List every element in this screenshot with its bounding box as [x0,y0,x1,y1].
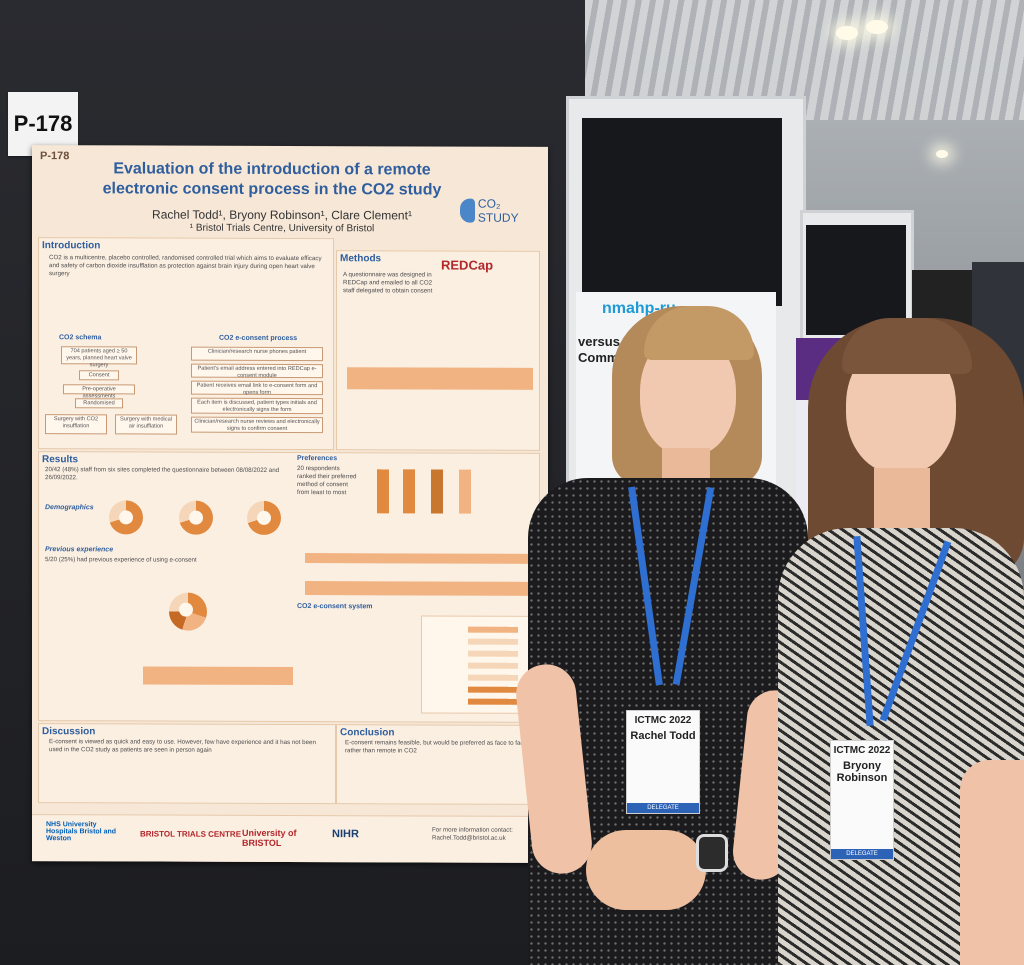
poster-panel [806,225,906,335]
results-section: Results 20/42 (48%) staff from six sites… [38,451,540,723]
introduction-section: Introduction CO2 is a multicentre, place… [38,237,334,451]
logo-text: CO₂ STUDY [477,196,519,225]
btc-logo: BRISTOL TRIALS CENTRE [140,829,242,839]
smartwatch-icon [696,834,728,872]
length-donut-chart [179,500,213,535]
schema-box: Consent [79,370,119,381]
introduction-text: CO2 is a multicentre, placebo controlled… [49,254,322,278]
badge-conference: ICTMC 2022 [634,715,692,726]
head-silhouette-icon [460,198,475,223]
schema-box: Pre-operative assessments [63,384,135,399]
redcap-logo: REDCap [441,257,494,273]
ceiling-light [936,150,948,158]
process-box: Clinician/research nurse reviews and ele… [191,416,323,434]
co2-study-logo: CO₂ STUDY [460,191,540,231]
ceiling-light [836,26,858,40]
badge-role: DELEGATE [627,803,699,813]
preference-bar [459,469,471,514]
conclusion-heading: Conclusion [340,727,395,739]
badge-name: Bryony Robinson [836,760,888,784]
introduction-heading: Introduction [42,240,101,252]
process-box: Patient's email address entered into RED… [191,363,323,379]
results-heading: Results [42,454,79,466]
delegate-badge: ICTMC 2022 Rachel Todd DELEGATE [626,710,700,814]
demographics-label: Demographics [45,504,94,512]
poster-title: Evaluation of the introduction of a remo… [102,160,442,199]
previous-experience-label: Previous experience [45,546,114,554]
preferences-label: Preferences [297,455,338,463]
preference-bar [377,469,389,514]
previous-experience-text: 5/20 (25%) had previous experience of us… [45,556,197,564]
preference-bar [431,469,443,514]
nihr-logo: NIHR [332,828,359,841]
discussion-text: E-consent is viewed as quick and easy to… [49,738,316,754]
author-names: Rachel Todd¹, Bryony Robinson¹, Clare Cl… [152,207,412,223]
quote-box [305,553,529,564]
conclusion-section: Conclusion E-consent remains feasible, b… [336,724,540,805]
quote-box [143,666,293,686]
ceiling-light [866,20,888,34]
delegate-badge: ICTMC 2022 Bryony Robinson DELEGATE [830,740,894,860]
preference-bar [403,469,415,514]
badge-conference: ICTMC 2022 [833,745,891,756]
schema-box: Surgery with CO2 insufflation [45,414,107,435]
methods-section: Methods REDCap A questionnaire was desig… [336,250,540,451]
poster-authors: Rachel Todd¹, Bryony Robinson¹, Clare Cl… [112,207,452,236]
nhs-logo: NHS University Hospitals Bristol and Wes… [46,821,117,843]
process-box: Patient receives email link to e-consent… [191,380,323,396]
poster-number: P-178 [40,150,70,163]
research-poster: P-178 Evaluation of the introduction of … [32,145,548,863]
poster-panel [582,118,782,306]
quote-box [305,581,529,596]
schema-box: 704 patients aged ≥ 50 years, planned he… [61,346,137,368]
system-label: CO2 e-consent system [297,603,373,611]
topics-box [347,367,533,390]
conclusion-text: E-consent remains feasible, but would be… [345,739,527,755]
role-donut-chart [109,500,143,535]
process-box: Clinician/research nurse phones patient [191,346,323,362]
poster-footer: NHS University Hospitals Bristol and Wes… [32,814,548,863]
badge-role: DELEGATE [831,849,893,859]
discussion-heading: Discussion [42,726,96,738]
results-text: 20/42 (48%) staff from six sites complet… [45,466,280,482]
e-consent-systems-pie [169,592,207,631]
author-affiliation: ¹ Bristol Trials Centre, University of B… [189,222,375,235]
age-donut-chart [247,500,281,535]
schema-box: Randomised [75,398,123,409]
methods-heading: Methods [340,253,382,265]
discussion-section: Discussion E-consent is viewed as quick … [38,723,336,805]
preferences-text: 20 respondents ranked their preferred me… [297,465,357,497]
badge-name: Rachel Todd [630,730,696,742]
process-box: Each item is discussed, patient types in… [191,397,323,415]
arm [960,760,1024,965]
hands [586,830,706,910]
methods-text: A questionnaire was designed in REDCap a… [343,271,433,295]
uob-logo: University of BRISTOL [242,827,297,848]
eprocess-heading: CO2 e-consent process [219,334,298,343]
schema-heading: CO2 schema [59,334,102,342]
contact-info: For more information contact: Rachel.Tod… [432,826,513,842]
schema-box: Surgery with medical air insufflation [115,414,177,435]
